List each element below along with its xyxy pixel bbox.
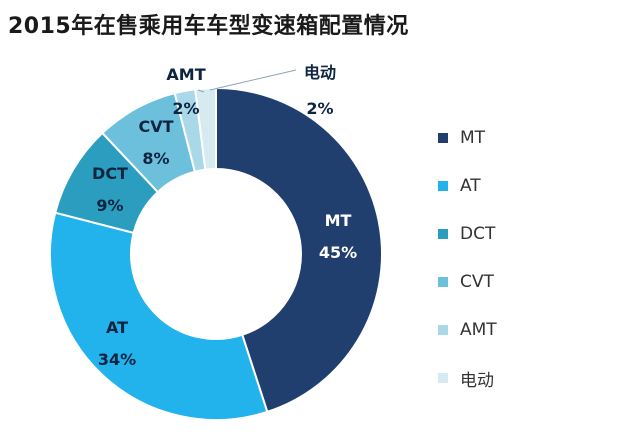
legend-label-mt: MT: [460, 128, 486, 148]
legend-item-cvt: CVT: [438, 270, 588, 294]
legend-label-cvt: CVT: [460, 272, 494, 292]
slice-label-ev: 电动: [304, 63, 336, 82]
legend-label-dct: DCT: [460, 224, 496, 244]
slice-label-at: AT: [106, 318, 128, 337]
donut-slices: [49, 86, 383, 421]
leader-line-ev: [209, 69, 297, 91]
slice-mt: [215, 86, 383, 414]
slice-at: [49, 211, 269, 421]
slice-value-amt: 2%: [172, 99, 199, 118]
legend-swatch-dct: [438, 229, 448, 239]
legend-item-ev: 电动: [438, 366, 588, 391]
leader-line-amt: [197, 89, 205, 93]
legend-swatch-mt: [438, 133, 448, 143]
slice-label-dct: DCT: [92, 164, 128, 183]
slice-value-cvt: 8%: [142, 149, 169, 168]
legend-label-ev: 电动: [460, 370, 494, 391]
slice-label-amt: AMT: [166, 65, 205, 84]
slice-value-dct: 9%: [96, 196, 123, 215]
leader-lines: [197, 69, 297, 93]
slice-label-cvt: CVT: [138, 117, 173, 136]
slice-label-mt: MT: [325, 211, 352, 230]
legend-item-dct: DCT: [438, 222, 588, 246]
legend-item-at: AT: [438, 174, 588, 198]
legend-swatch-ev: [438, 373, 448, 383]
slice-value-at: 34%: [98, 350, 136, 369]
legend-label-at: AT: [460, 176, 481, 196]
legend-swatch-cvt: [438, 277, 448, 287]
chart-title: 2015年在售乘用车车型变速箱配置情况: [8, 14, 409, 39]
legend-swatch-at: [438, 181, 448, 191]
slice-labels: MT 45% AT 34% DCT 9% CVT 8% AMT 2% 电动 2%: [92, 63, 357, 369]
legend-swatch-amt: [438, 325, 448, 335]
slice-value-ev: 2%: [306, 99, 333, 118]
slice-value-mt: 45%: [319, 243, 357, 262]
slice-ev: [194, 86, 217, 171]
legend-item-mt: MT: [438, 126, 588, 150]
legend-label-amt: AMT: [460, 320, 497, 340]
legend-item-amt: AMT: [438, 318, 588, 342]
